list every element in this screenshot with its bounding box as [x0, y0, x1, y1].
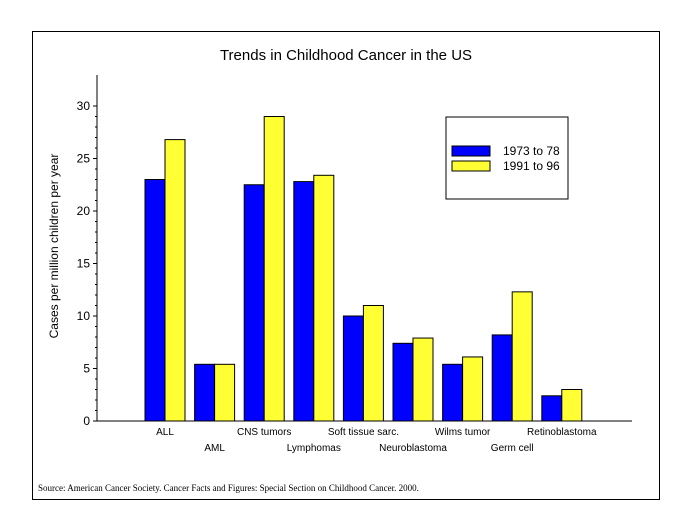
bar-series1-1 [194, 363, 216, 422]
bar-series1-5 [392, 342, 414, 422]
category-label: Retinoblastoma [527, 427, 597, 438]
bar-series1-3 [293, 181, 315, 422]
bar-series1-4 [342, 315, 364, 422]
category-label: CNS tumors [237, 427, 291, 438]
bar-series2-5 [412, 337, 434, 422]
legend-swatch [451, 145, 491, 157]
y-tick-label: 15 [77, 257, 91, 271]
category-label: Germ cell [491, 443, 534, 454]
category-label: Neuroblastoma [379, 443, 447, 454]
category-label: Wilms tumor [435, 427, 491, 438]
bar-series2-0 [164, 139, 186, 422]
bar-series1-6 [442, 363, 464, 422]
y-tick-label: 20 [77, 204, 91, 218]
category-label: Lymphomas [287, 443, 341, 454]
legend-swatch [451, 160, 491, 172]
bar-series2-1 [214, 363, 236, 422]
source-note: Source: American Cancer Society. Cancer … [38, 483, 419, 493]
bar-series1-7 [491, 334, 513, 422]
bar-series1-0 [144, 179, 166, 422]
bars-group [144, 116, 583, 422]
bar-series2-2 [263, 116, 285, 422]
y-tick-label: 25 [77, 152, 91, 166]
legend-label: 1991 to 96 [503, 159, 560, 173]
y-tick-label: 0 [83, 414, 90, 428]
chart-title: Trends in Childhood Cancer in the US [220, 47, 472, 64]
chart-frame [32, 31, 660, 500]
bar-series2-3 [313, 174, 335, 422]
bar-series1-8 [541, 395, 563, 422]
bar-series2-6 [462, 356, 484, 422]
bar-series2-7 [511, 291, 533, 422]
y-tick-label: 30 [77, 99, 91, 113]
y-axis-label: Cases per million children per year [47, 154, 61, 339]
category-labels: ALL AML CNS tumors Lymphomas Soft tissue sar… [156, 427, 597, 454]
y-tick-label: 10 [77, 309, 91, 323]
y-tick-label: 5 [83, 362, 90, 376]
bar-series1-2 [243, 184, 265, 422]
y-axis-ticks: 0 5 10 15 20 25 30 [77, 99, 97, 428]
bar-series2-4 [362, 305, 384, 422]
category-label: AML [204, 443, 225, 454]
legend-label: 1973 to 78 [503, 144, 560, 158]
bar-series2-8 [561, 389, 583, 422]
category-label: Soft tissue sarc. [328, 427, 399, 438]
legend-box [445, 116, 569, 200]
category-label: ALL [156, 427, 174, 438]
